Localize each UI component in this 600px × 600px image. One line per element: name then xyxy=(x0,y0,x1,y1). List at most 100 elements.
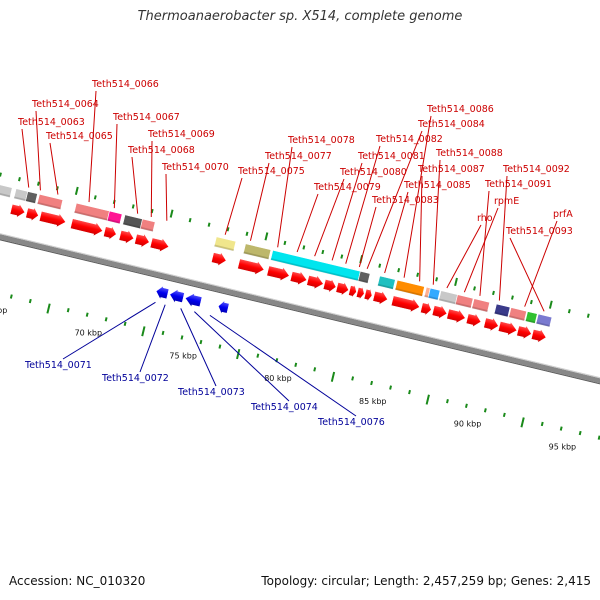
forward-cds-arrow xyxy=(70,218,104,237)
feature-box xyxy=(36,193,64,210)
label-leader-line xyxy=(180,308,217,387)
reverse-cds-arrow xyxy=(169,288,185,304)
tick-mark xyxy=(340,254,344,259)
gene-label-forward: prfA xyxy=(553,209,573,220)
label-leader-line xyxy=(432,159,441,285)
label-leader-line xyxy=(21,128,30,188)
label-leader-line xyxy=(419,175,423,282)
gene-label-reverse: Teth514_0071 xyxy=(24,360,92,371)
feature-box xyxy=(213,236,237,252)
tick-mark xyxy=(180,335,184,340)
label-leader-line xyxy=(277,146,293,248)
genome-summary-text: Topology: circular; Length: 2,457,259 bp… xyxy=(261,574,591,588)
tick-mark xyxy=(161,330,165,336)
tick-mark xyxy=(529,299,533,305)
tick-mark xyxy=(85,312,89,317)
feature-box xyxy=(524,311,538,324)
gene-label-forward: Teth514_0070 xyxy=(161,162,229,173)
tick-mark xyxy=(104,317,108,322)
tick-mark xyxy=(597,435,600,440)
tick-mark xyxy=(0,172,2,177)
gene-label-forward: Teth514_0080 xyxy=(339,167,407,178)
tick-mark xyxy=(188,217,192,223)
label-leader-line xyxy=(314,178,345,257)
gene-label-forward: Teth514_0081 xyxy=(357,151,425,162)
tick-mark xyxy=(502,412,506,418)
label-leader-line xyxy=(194,311,290,402)
gene-label-forward: Teth514_0093 xyxy=(505,226,573,237)
tick-mark xyxy=(294,362,298,367)
feature-box xyxy=(139,218,156,233)
gene-label-forward: Teth514_0069 xyxy=(147,129,215,140)
feature-box xyxy=(394,279,425,297)
label-leader-line xyxy=(224,177,243,235)
forward-cds-arrow xyxy=(516,324,532,340)
genome-backbone xyxy=(0,221,600,405)
tick-mark xyxy=(540,421,544,427)
feature-box xyxy=(357,270,371,284)
label-leader-line xyxy=(165,173,168,221)
tick-mark xyxy=(378,263,382,268)
tick-mark xyxy=(408,389,411,395)
tick-mark xyxy=(370,380,374,386)
tick-mark xyxy=(199,339,203,345)
feature-box xyxy=(0,181,13,198)
feature-box xyxy=(25,191,38,204)
gene-label-forward: Teth514_0088 xyxy=(435,148,503,159)
tick-mark xyxy=(9,294,13,299)
forward-cds-arrow xyxy=(372,290,388,306)
gene-label-reverse: Teth514_0074 xyxy=(250,402,318,413)
scale-label: 75 kbp xyxy=(169,351,197,360)
label-leaders xyxy=(21,90,558,417)
tick-mark xyxy=(123,321,127,327)
forward-cds-arrow xyxy=(420,301,432,317)
gene-label-forward: Teth514_0067 xyxy=(112,112,180,123)
tick-mark xyxy=(46,303,51,314)
tick-mark xyxy=(207,222,211,227)
tick-mark xyxy=(321,249,325,255)
forward-cds-arrow xyxy=(363,288,373,302)
label-leader-line xyxy=(62,301,156,360)
label-leader-line xyxy=(296,193,319,253)
tick-mark xyxy=(283,240,287,246)
tick-mark xyxy=(74,186,79,196)
forward-cds-arrow xyxy=(446,308,466,324)
forward-cds-arrow xyxy=(103,225,117,241)
tick-mark xyxy=(548,300,553,309)
tick-mark xyxy=(483,408,487,413)
feature-box xyxy=(242,243,272,260)
gene-label-reverse: Teth514_0073 xyxy=(177,387,245,398)
gene-label-forward: Teth514_0091 xyxy=(484,179,552,190)
label-leader-line xyxy=(150,140,153,217)
reverse-cds-arrow xyxy=(155,285,170,301)
tick-mark xyxy=(93,195,97,200)
accession-text: Accession: NC_010320 xyxy=(9,574,146,588)
gene-label-forward: Teth514_0085 xyxy=(403,180,471,191)
forward-cds-arrow xyxy=(355,286,365,300)
forward-cds-arrow xyxy=(38,210,67,228)
label-leader-line xyxy=(35,110,41,191)
tick-mark xyxy=(313,367,317,372)
tick-mark xyxy=(141,326,146,337)
forward-cds-arrow xyxy=(322,278,337,294)
gene-label-forward: Teth514_0077 xyxy=(264,151,332,162)
tick-mark xyxy=(302,245,306,250)
gene-label-forward: Teth514_0092 xyxy=(502,164,570,175)
tick-mark xyxy=(586,313,590,318)
gene-label-forward: Teth514_0078 xyxy=(287,135,355,146)
tick-mark xyxy=(131,204,135,209)
tick-mark xyxy=(218,344,222,349)
forward-cds-arrow xyxy=(149,237,170,253)
label-leader-line xyxy=(403,115,432,278)
tick-mark xyxy=(36,181,40,186)
tick-mark xyxy=(397,268,401,273)
forward-cds-arrow xyxy=(497,321,518,336)
tick-mark xyxy=(416,272,420,277)
label-leader-line xyxy=(345,145,381,264)
gene-label-forward: Teth514_0065 xyxy=(45,131,113,142)
forward-cds-arrow xyxy=(348,284,357,299)
label-leader-line xyxy=(463,207,499,293)
label-leader-line xyxy=(384,191,409,274)
scale-label: 95 kbp xyxy=(549,442,577,451)
